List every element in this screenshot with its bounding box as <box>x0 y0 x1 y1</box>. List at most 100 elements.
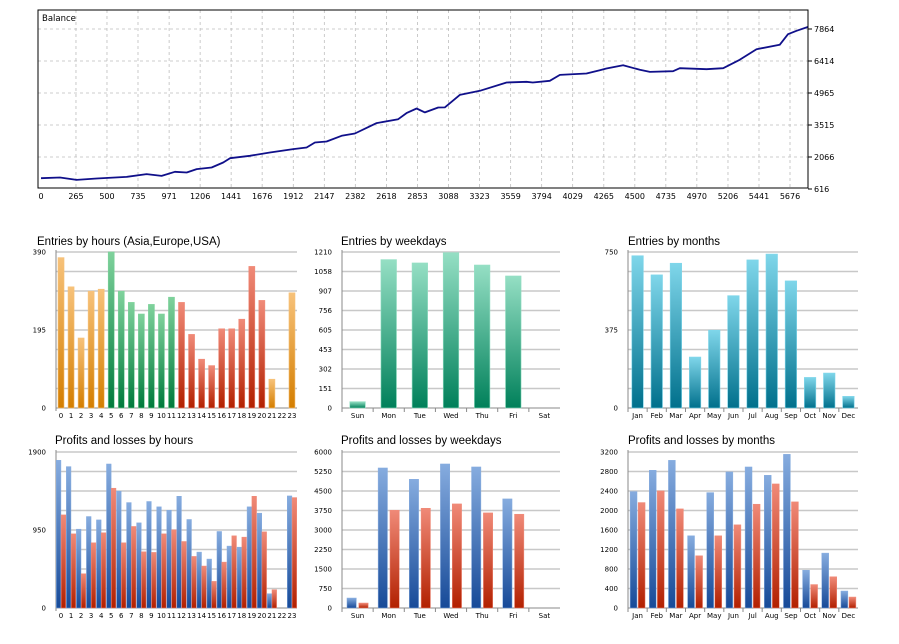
profit-bar-11 <box>166 509 172 609</box>
balance-x-tick: 4029 <box>562 192 582 201</box>
profit-bar-Mar <box>668 460 676 609</box>
bar-4 <box>97 288 105 409</box>
x-tick-label: 9 <box>149 612 153 620</box>
x-tick-label: 4 <box>99 612 104 620</box>
entries-by-hours-chart: Entries by hours (Asia,Europe,USA) 01953… <box>33 236 297 420</box>
loss-bar-Thu <box>483 512 493 609</box>
x-tick-label: 23 <box>288 612 297 620</box>
loss-bar-17 <box>231 535 237 609</box>
loss-bar-Tue <box>420 507 431 609</box>
profit-bar-Wed <box>440 463 451 609</box>
loss-bar-19 <box>251 496 257 609</box>
x-tick-label: 8 <box>139 412 143 420</box>
loss-bar-10 <box>161 533 167 609</box>
y-tick-label: 1500 <box>314 566 332 574</box>
profit-bar-6 <box>116 490 122 609</box>
x-tick-label: Jul <box>747 412 757 420</box>
bar-Tue <box>411 262 428 409</box>
x-tick-label: Jan <box>631 612 643 620</box>
profit-bar-Mon <box>377 467 388 609</box>
profit-bar-Jun <box>725 471 734 609</box>
loss-bar-6 <box>121 542 127 609</box>
bar-Fri <box>505 275 522 409</box>
profit-bar-Sep <box>783 454 791 609</box>
bar-17 <box>228 328 236 409</box>
bar-18 <box>238 318 246 409</box>
x-tick-label: Mon <box>381 612 396 620</box>
x-tick-label: Apr <box>689 612 701 620</box>
profit-bar-20 <box>256 512 263 609</box>
loss-bar-20 <box>261 531 267 609</box>
profit-bar-12 <box>176 496 182 609</box>
loss-bar-11 <box>171 529 177 609</box>
pl-weekdays-title: Profits and losses by weekdays <box>341 435 502 447</box>
bar-5 <box>107 251 115 409</box>
bar-Sun <box>349 401 366 409</box>
x-tick-label: 13 <box>187 412 196 420</box>
bar-Oct <box>804 377 817 409</box>
y-tick-label: 605 <box>319 327 332 335</box>
loss-bar-9 <box>151 552 157 609</box>
y-tick-label: 800 <box>605 566 618 574</box>
y-tick-label: 5250 <box>314 468 332 476</box>
bar-Mon <box>380 259 397 409</box>
x-tick-label: 17 <box>227 412 236 420</box>
x-tick-label: May <box>707 612 721 620</box>
bar-Aug <box>765 253 778 409</box>
x-tick-label: Jun <box>727 412 739 420</box>
y-tick-label: 390 <box>33 249 46 257</box>
bar-16 <box>218 328 226 409</box>
profit-bar-9 <box>146 501 152 609</box>
x-tick-label: Jun <box>727 612 739 620</box>
loss-bar-14 <box>201 565 207 609</box>
x-tick-label: Mon <box>381 412 396 420</box>
profit-bar-Oct <box>802 569 810 609</box>
entries-by-weekdays-chart: Entries by weekdays 0 151 302 453 605 756 907 1… <box>314 236 560 420</box>
profit-bar-10 <box>156 506 162 609</box>
loss-bar-4 <box>101 532 107 609</box>
balance-x-tick: 2147 <box>314 192 334 201</box>
x-tick-label: 22 <box>277 412 286 420</box>
x-tick-label: Wed <box>443 612 458 620</box>
y-tick-label: 302 <box>319 366 332 374</box>
bar-9 <box>148 304 155 409</box>
balance-x-tick: 5441 <box>749 192 769 201</box>
loss-bar-0 <box>60 514 66 609</box>
x-tick-label: 19 <box>247 412 256 420</box>
y-tick-label: 750 <box>605 249 618 257</box>
loss-bar-12 <box>181 541 187 609</box>
x-tick-label: Sat <box>539 612 551 620</box>
loss-bar-Wed <box>451 503 462 609</box>
x-tick-label: 16 <box>217 612 226 620</box>
bar-15 <box>208 365 215 409</box>
x-tick-label: 10 <box>157 612 166 620</box>
bar-13 <box>188 334 195 409</box>
profits-losses-by-weekdays-chart: Profits and losses by weekdays 0 750 1500 2… <box>314 435 560 620</box>
loss-bar-13 <box>191 556 197 609</box>
balance-x-tick: 4970 <box>687 192 707 201</box>
x-tick-label: 10 <box>157 412 166 420</box>
loss-bar-Fri <box>514 513 525 609</box>
loss-bar-Mon <box>389 509 400 609</box>
bar-Jan <box>631 255 644 409</box>
bar-14 <box>198 358 205 409</box>
balance-line <box>40 26 809 181</box>
x-tick-label: 12 <box>177 612 186 620</box>
bar-Feb <box>650 274 663 409</box>
balance-y-tick: 7864 <box>814 25 834 34</box>
balance-x-tick: 735 <box>130 192 145 201</box>
loss-bar-Aug <box>772 483 780 609</box>
profit-bar-8 <box>136 522 142 609</box>
loss-bar-Sun <box>358 602 369 609</box>
balance-x-tick: 2853 <box>407 192 427 201</box>
profit-bar-Feb <box>649 470 657 609</box>
bar-23 <box>288 292 296 409</box>
x-tick-label: Jan <box>631 412 643 420</box>
bar-Mar <box>669 262 682 409</box>
bar-6 <box>117 290 125 409</box>
bar-Sep <box>784 280 797 409</box>
balance-y-tick: 2066 <box>814 153 834 162</box>
profit-bar-19 <box>246 506 252 609</box>
balance-x-tick: 2618 <box>376 192 396 201</box>
profit-bar-0 <box>56 460 62 609</box>
